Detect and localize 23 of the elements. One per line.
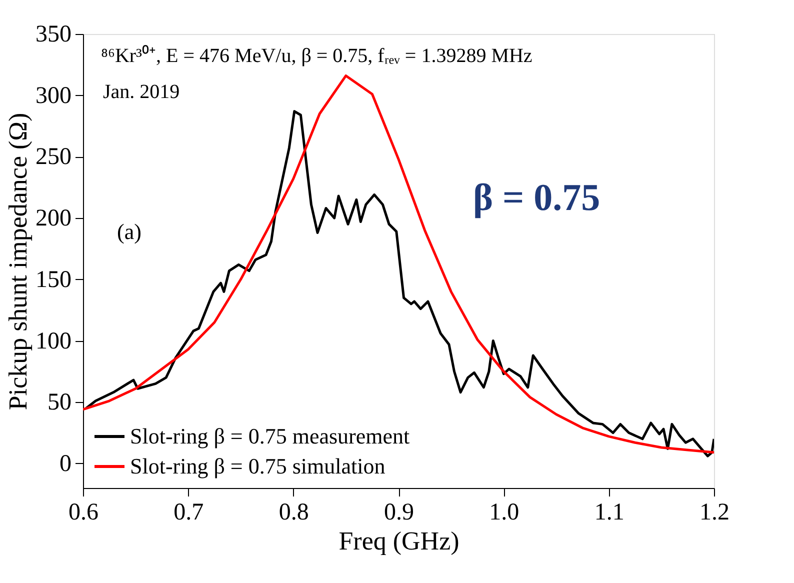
legend-label: Slot-ring β = 0.75 simulation [130, 454, 386, 478]
annotation: (a) [117, 219, 142, 244]
annotation: β = 0.75 [473, 177, 600, 219]
x-tick-label: 0.6 [68, 500, 98, 526]
y-tick-label: 50 [48, 390, 72, 416]
annotation: ⁸⁶Kr³⁰⁺, E = 476 MeV/u, β = 0.75, fᵣₑᵥ = 1.39289 MHz [101, 44, 532, 67]
y-tick-label: 0 [60, 450, 72, 477]
y-tick-label: 100 [36, 328, 72, 354]
x-tick-label: 1.1 [594, 500, 624, 526]
y-tick-label: 350 [36, 22, 72, 48]
y-tick-label: 200 [36, 206, 72, 232]
y-tick-label: 300 [36, 82, 72, 109]
annotation: Jan. 2019 [103, 81, 180, 103]
x-tick-label: 0.9 [384, 500, 414, 526]
y-tick-label: 150 [36, 266, 72, 293]
x-tick-label: 1.2 [700, 500, 730, 526]
y-tick-label: 250 [36, 144, 72, 170]
legend-label: Slot-ring β = 0.75 measurement [130, 424, 410, 448]
x-tick-label: 0.8 [278, 500, 309, 526]
x-axis-title: Freq (GHz) [338, 526, 460, 556]
x-tick-label: 1.0 [489, 500, 520, 526]
y-axis-title: Pickup shunt impedance (Ω) [4, 112, 32, 410]
x-tick-label: 0.7 [174, 500, 204, 526]
